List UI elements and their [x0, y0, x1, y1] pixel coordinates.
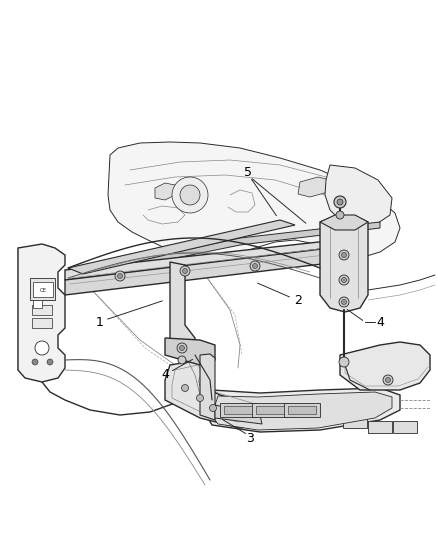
Circle shape: [209, 405, 216, 411]
Circle shape: [252, 263, 258, 269]
Text: 4: 4: [161, 368, 169, 382]
Circle shape: [178, 356, 186, 364]
Circle shape: [342, 253, 346, 257]
Polygon shape: [284, 403, 320, 417]
Circle shape: [180, 345, 184, 351]
Polygon shape: [320, 215, 368, 230]
Polygon shape: [65, 245, 355, 295]
Circle shape: [35, 341, 49, 355]
Polygon shape: [32, 305, 52, 315]
Text: 4: 4: [376, 316, 384, 328]
Polygon shape: [200, 354, 215, 420]
Circle shape: [250, 261, 260, 271]
Polygon shape: [325, 165, 392, 228]
Polygon shape: [256, 406, 284, 414]
Circle shape: [342, 300, 346, 304]
Text: 5: 5: [244, 166, 252, 180]
Polygon shape: [220, 403, 256, 417]
Circle shape: [180, 185, 200, 205]
Circle shape: [181, 384, 188, 392]
Polygon shape: [108, 142, 400, 258]
Circle shape: [183, 269, 187, 273]
Circle shape: [342, 278, 346, 282]
Circle shape: [383, 375, 393, 385]
Polygon shape: [208, 388, 400, 432]
Polygon shape: [288, 406, 316, 414]
Polygon shape: [68, 222, 380, 280]
Polygon shape: [393, 421, 417, 433]
Circle shape: [177, 343, 187, 353]
Circle shape: [339, 297, 349, 307]
Polygon shape: [224, 406, 252, 414]
Polygon shape: [68, 220, 295, 274]
Text: 2: 2: [294, 294, 302, 306]
Circle shape: [339, 275, 349, 285]
Polygon shape: [215, 405, 262, 424]
Text: 1: 1: [96, 317, 104, 329]
Circle shape: [334, 196, 346, 208]
Polygon shape: [340, 342, 430, 390]
Polygon shape: [368, 421, 392, 433]
Circle shape: [172, 177, 208, 213]
Polygon shape: [252, 403, 288, 417]
Polygon shape: [298, 177, 330, 197]
Polygon shape: [33, 300, 42, 308]
Circle shape: [337, 199, 343, 205]
Text: 3: 3: [246, 432, 254, 445]
Polygon shape: [343, 416, 367, 428]
Polygon shape: [65, 238, 355, 280]
Polygon shape: [165, 360, 265, 428]
Polygon shape: [30, 278, 55, 300]
Polygon shape: [32, 318, 52, 328]
Polygon shape: [155, 183, 175, 200]
Polygon shape: [170, 262, 195, 355]
Circle shape: [385, 377, 391, 383]
Circle shape: [197, 394, 204, 401]
Circle shape: [339, 250, 349, 260]
Circle shape: [117, 273, 123, 279]
Polygon shape: [18, 244, 65, 382]
Circle shape: [115, 271, 125, 281]
Polygon shape: [33, 282, 53, 297]
Circle shape: [32, 359, 38, 365]
Polygon shape: [320, 216, 368, 312]
Polygon shape: [215, 392, 392, 430]
Circle shape: [180, 266, 190, 276]
Text: CE: CE: [39, 287, 46, 293]
Circle shape: [339, 357, 349, 367]
Circle shape: [336, 211, 344, 219]
Circle shape: [47, 359, 53, 365]
Polygon shape: [165, 338, 215, 365]
